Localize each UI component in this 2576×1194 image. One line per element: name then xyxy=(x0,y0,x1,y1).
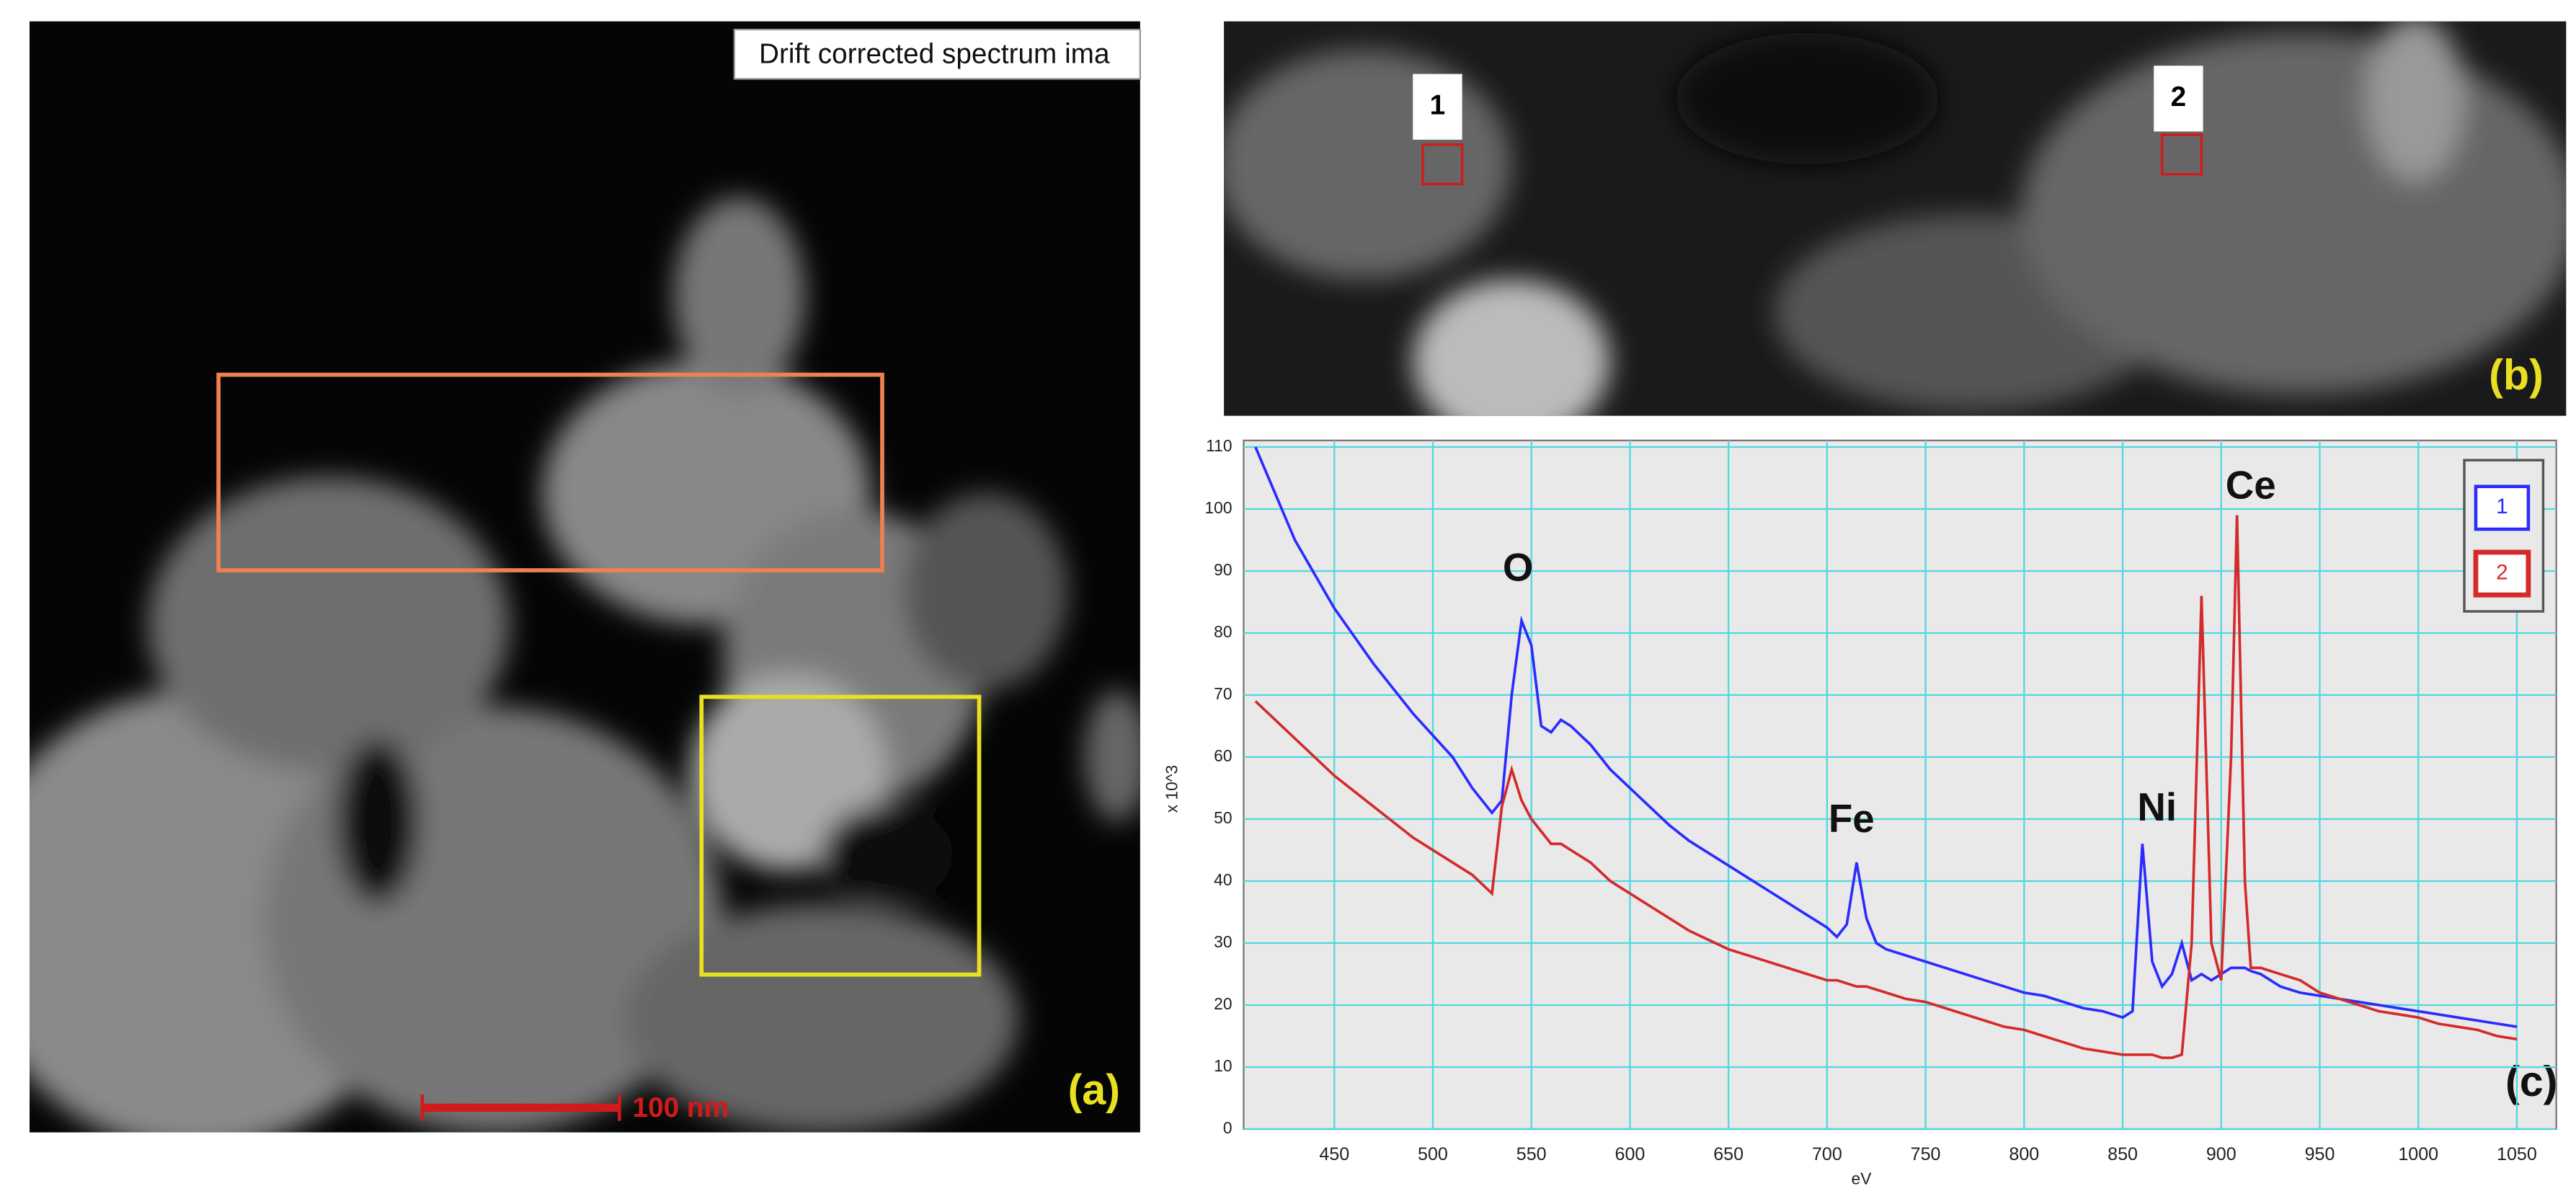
plot-area xyxy=(1243,439,2557,1131)
particles xyxy=(1224,21,2567,416)
peak-label: Fe xyxy=(1829,796,1875,841)
region-box xyxy=(216,372,884,572)
panel-label: (b) xyxy=(2489,350,2544,399)
legend-label: 1 xyxy=(2496,495,2508,518)
legend-swatch xyxy=(2474,485,2531,531)
marker-box xyxy=(1413,74,1462,140)
particles xyxy=(30,197,1140,1133)
x-tick-label: 650 xyxy=(1713,1144,1744,1164)
marker-label: 1 xyxy=(1430,89,1446,120)
panel-label: (c) xyxy=(2505,1057,2557,1105)
y-tick-label: 30 xyxy=(1214,932,1232,951)
y-tick-label: 90 xyxy=(1214,560,1232,579)
y-tick-label: 40 xyxy=(1214,870,1232,889)
x-tick-label: 950 xyxy=(2305,1144,2335,1164)
y-tick-label: 60 xyxy=(1214,746,1232,765)
x-tick-label: 850 xyxy=(2108,1144,2138,1164)
x-tick-label: 1050 xyxy=(2497,1144,2537,1164)
panel-b: 1 2 (b) xyxy=(1224,21,2567,416)
peak-label: Ce xyxy=(2226,462,2276,507)
caption: Drift corrected spectrum ima xyxy=(759,39,1110,70)
marker-region xyxy=(2160,133,2203,176)
y-tick-label: 0 xyxy=(1223,1118,1233,1137)
x-tick-label: 500 xyxy=(1418,1144,1448,1164)
x-tick-label: 550 xyxy=(1516,1144,1547,1164)
y-tick-label: 70 xyxy=(1214,684,1232,703)
x-tick-label: 450 xyxy=(1319,1144,1349,1164)
y-tick-label: 10 xyxy=(1214,1056,1232,1075)
y-tick-label: 100 xyxy=(1204,498,1232,517)
y-tick-label: 50 xyxy=(1214,808,1232,827)
marker-box xyxy=(2154,66,2203,132)
x-tick-label: 700 xyxy=(1812,1144,1842,1164)
series-line xyxy=(1254,446,2518,1028)
legend-label: 2 xyxy=(2496,560,2508,584)
panel-a: Drift corrected spectrum ima 100 nm (a) xyxy=(30,21,1141,1133)
caption-box xyxy=(733,28,1141,80)
y-tick-label: 110 xyxy=(1206,436,1232,455)
region-box xyxy=(699,694,982,977)
scale-bar-label: 100 nm xyxy=(633,1092,729,1123)
x-tick-label: 800 xyxy=(2009,1144,2039,1164)
x-axis-label: eV xyxy=(1852,1169,1873,1188)
marker-label: 2 xyxy=(2171,81,2187,112)
panel-c: eV x 10^3 (c) 450 500 550 600 650 700 750 800 85… xyxy=(1162,436,2557,1188)
panel-label: (a) xyxy=(1068,1065,1120,1113)
y-tick-label: 20 xyxy=(1214,994,1232,1013)
peak-label: Ni xyxy=(2137,784,2177,829)
y-tick-label: 80 xyxy=(1214,622,1232,641)
y-axis-label: x 10^3 xyxy=(1162,765,1181,813)
peak-label: O xyxy=(1503,544,1534,589)
marker-region xyxy=(1421,143,1464,186)
legend-swatch xyxy=(2473,549,2531,598)
x-tick-label: 1000 xyxy=(2398,1144,2438,1164)
x-tick-label: 600 xyxy=(1615,1144,1645,1164)
x-tick-label: 900 xyxy=(2206,1144,2237,1164)
x-tick-label: 750 xyxy=(1911,1144,1941,1164)
series-line xyxy=(1254,515,2518,1059)
